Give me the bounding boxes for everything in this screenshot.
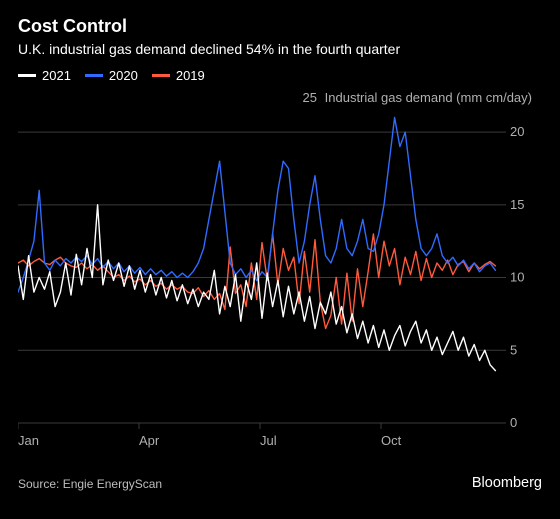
svg-text:10: 10: [510, 269, 524, 284]
svg-text:Jan: Jan: [18, 433, 39, 448]
legend: 2021 2020 2019: [18, 68, 542, 83]
svg-text:20: 20: [510, 124, 524, 139]
chart-card: Cost Control U.K. industrial gas demand …: [0, 0, 560, 519]
legend-swatch-2020: [85, 74, 103, 77]
legend-item-2020: 2020: [85, 68, 138, 83]
legend-label-2020: 2020: [109, 68, 138, 83]
chart-title: Cost Control: [18, 16, 542, 38]
svg-text:Oct: Oct: [381, 433, 402, 448]
legend-swatch-2019: [152, 74, 170, 77]
legend-item-2019: 2019: [152, 68, 205, 83]
legend-swatch-2021: [18, 74, 36, 77]
legend-label-2019: 2019: [176, 68, 205, 83]
svg-text:Jul: Jul: [260, 433, 277, 448]
chart: 0 5 10 15 20 Jan Apr Jul Oct: [18, 103, 542, 453]
source-text: Source: Engie EnergyScan: [18, 477, 162, 491]
legend-item-2021: 2021: [18, 68, 71, 83]
svg-text:15: 15: [510, 197, 524, 212]
footer-row: Source: Engie EnergyScan Bloomberg: [18, 475, 542, 491]
chart-svg: 0 5 10 15 20 Jan Apr Jul Oct: [18, 103, 542, 453]
legend-label-2021: 2021: [42, 68, 71, 83]
brand-text: Bloomberg: [472, 475, 542, 491]
svg-text:0: 0: [510, 415, 517, 430]
svg-text:5: 5: [510, 342, 517, 357]
svg-text:Apr: Apr: [139, 433, 160, 448]
chart-subtitle: U.K. industrial gas demand declined 54% …: [18, 40, 542, 58]
